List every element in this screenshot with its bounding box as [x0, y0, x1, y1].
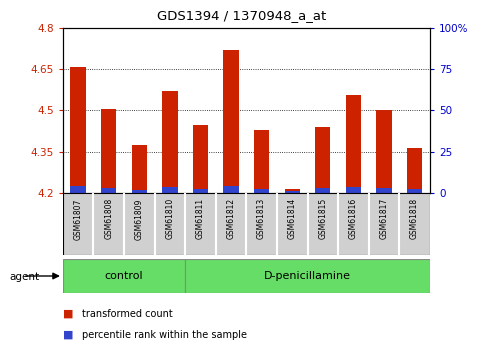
Text: GDS1394 / 1370948_a_at: GDS1394 / 1370948_a_at — [157, 9, 326, 22]
Text: GSM61813: GSM61813 — [257, 198, 266, 239]
Text: GSM61809: GSM61809 — [135, 198, 144, 239]
Bar — [101, 109, 116, 193]
Bar — [223, 186, 239, 193]
Bar — [162, 91, 177, 193]
Bar — [131, 190, 147, 193]
Bar — [162, 187, 177, 193]
Bar — [101, 188, 116, 193]
Text: GSM61812: GSM61812 — [227, 198, 236, 239]
Bar — [185, 259, 430, 293]
Text: control: control — [105, 271, 143, 281]
Text: transformed count: transformed count — [82, 309, 173, 319]
Text: D-penicillamine: D-penicillamine — [264, 271, 351, 281]
Bar — [346, 95, 361, 193]
Bar — [193, 125, 208, 193]
Bar — [376, 110, 392, 193]
Bar — [193, 189, 208, 193]
Bar — [407, 148, 422, 193]
Text: GSM61817: GSM61817 — [380, 198, 388, 239]
Text: ■: ■ — [63, 330, 73, 339]
Text: agent: agent — [10, 272, 40, 282]
Text: GSM61815: GSM61815 — [318, 198, 327, 239]
Text: percentile rank within the sample: percentile rank within the sample — [82, 330, 247, 339]
Bar — [346, 187, 361, 193]
Text: ■: ■ — [63, 309, 73, 319]
Bar — [315, 188, 330, 193]
Text: GSM61816: GSM61816 — [349, 198, 358, 239]
Bar — [254, 189, 270, 193]
Bar — [284, 189, 300, 193]
Text: GSM61810: GSM61810 — [165, 198, 174, 239]
Bar — [63, 259, 185, 293]
Bar — [131, 145, 147, 193]
Text: GSM61818: GSM61818 — [410, 198, 419, 239]
Bar — [315, 127, 330, 193]
Bar — [376, 188, 392, 193]
Text: GSM61808: GSM61808 — [104, 198, 113, 239]
Bar — [71, 67, 86, 193]
Bar — [223, 50, 239, 193]
Text: GSM61811: GSM61811 — [196, 198, 205, 239]
Bar — [254, 130, 270, 193]
Text: GSM61814: GSM61814 — [288, 198, 297, 239]
Text: GSM61807: GSM61807 — [73, 198, 83, 239]
Bar — [407, 189, 422, 193]
Bar — [71, 186, 86, 193]
Bar — [284, 191, 300, 193]
